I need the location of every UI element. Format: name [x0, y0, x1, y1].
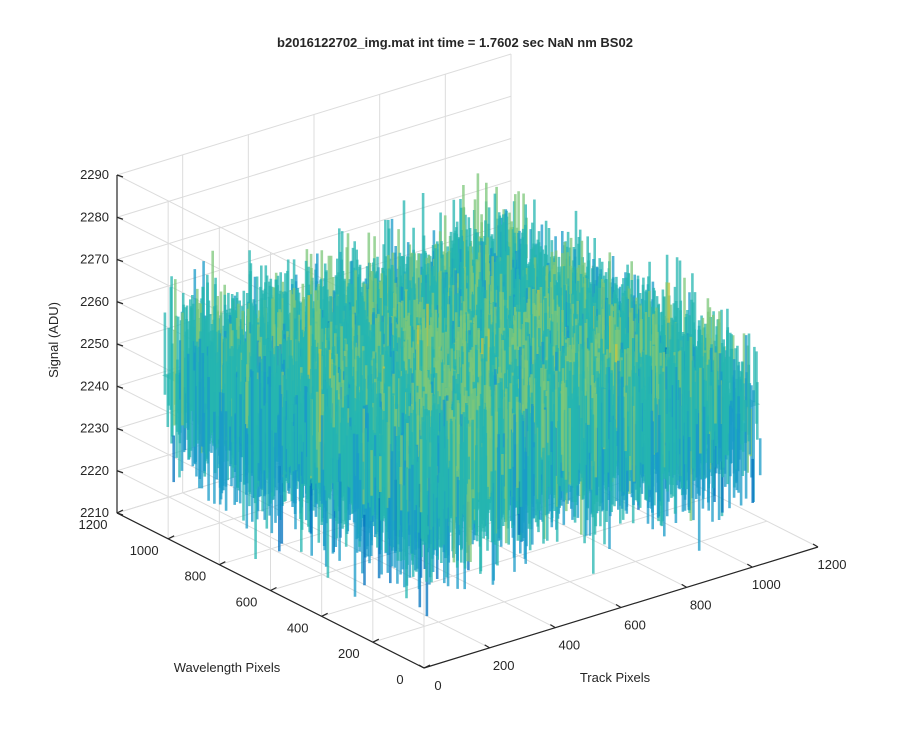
grid-y-floor	[372, 520, 767, 643]
grid-z-side	[116, 470, 425, 627]
grid-z-back	[116, 138, 512, 260]
grid-z-back	[116, 95, 512, 218]
grid-z-back	[116, 180, 512, 303]
surface	[162, 173, 762, 617]
grid-z-back	[116, 53, 512, 176]
grid-y-floor	[321, 494, 716, 617]
surface-strokes	[163, 173, 762, 617]
